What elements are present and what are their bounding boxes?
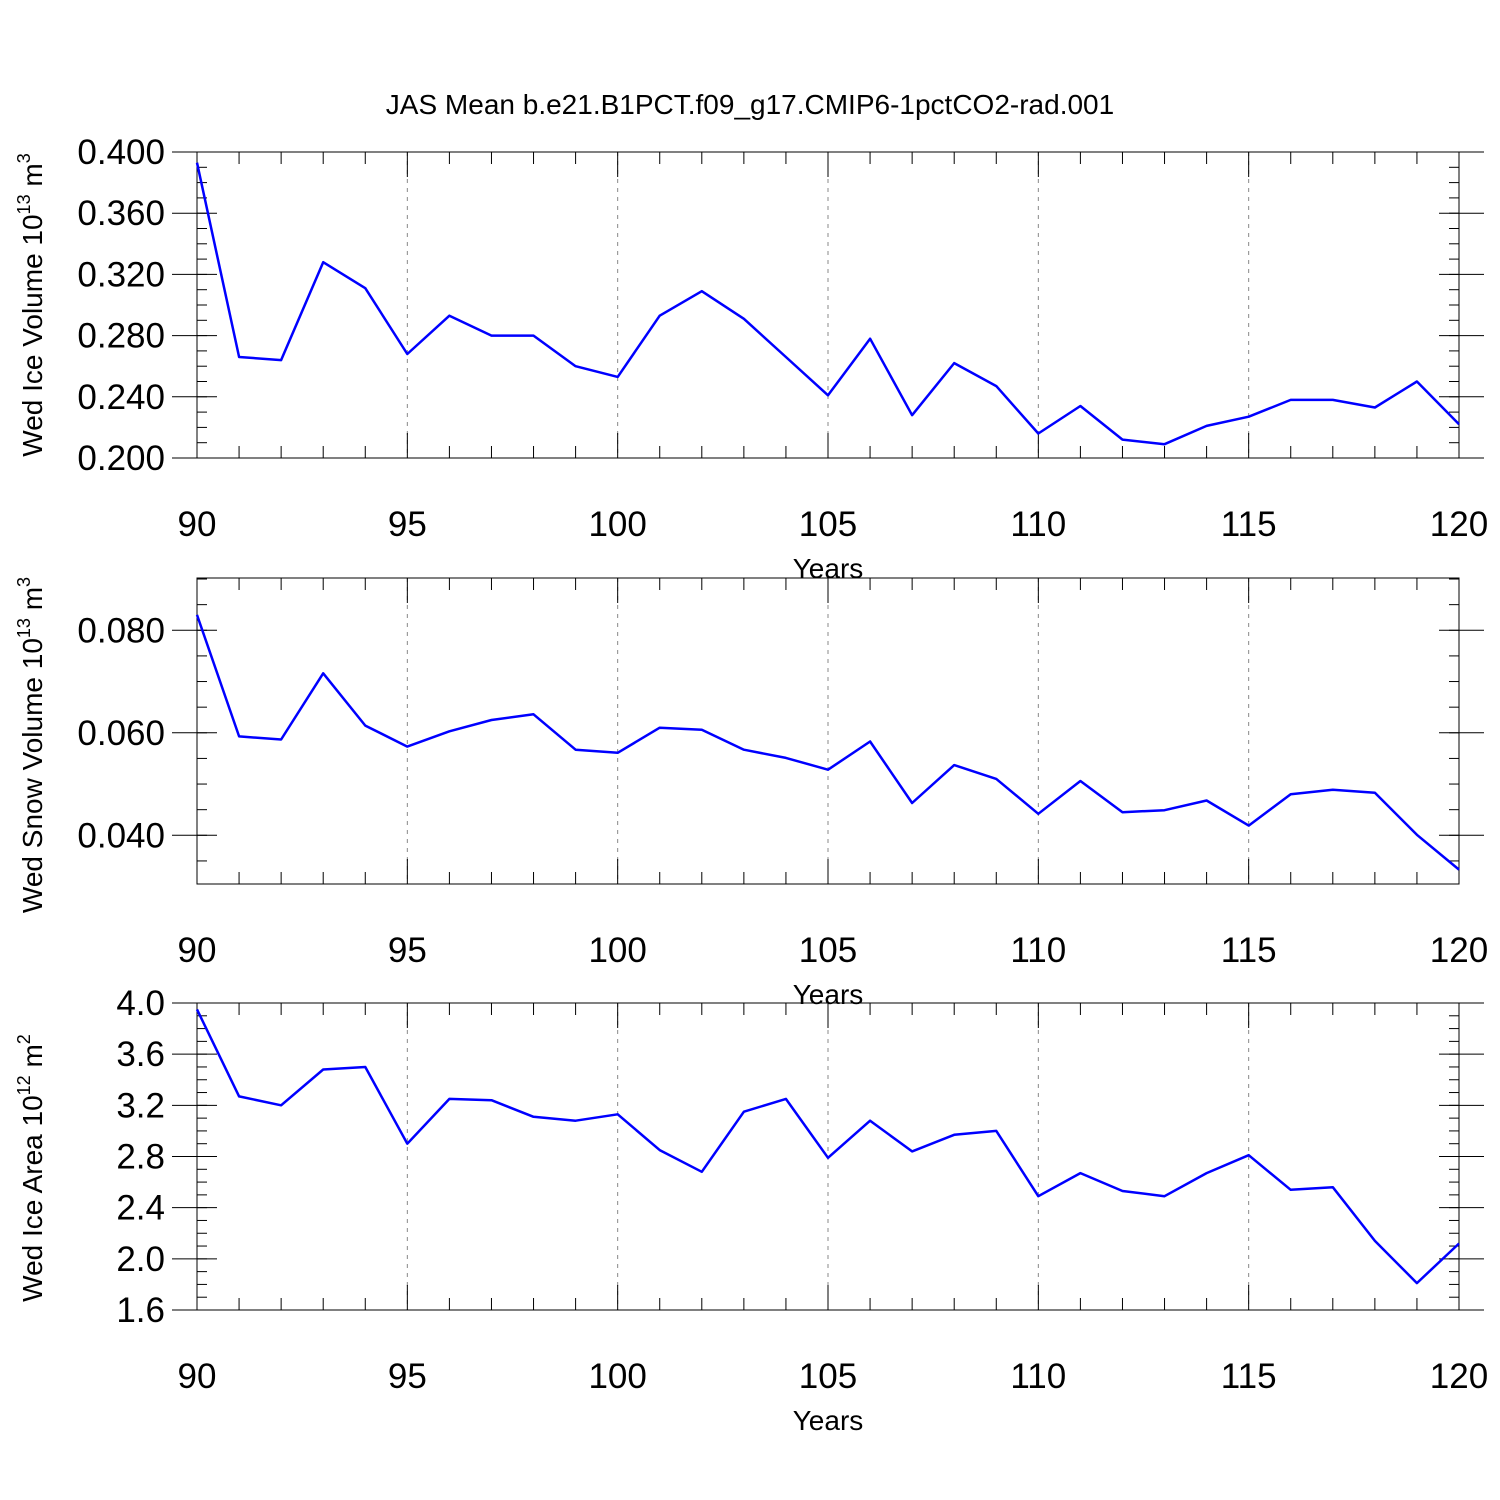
- x-axis-label: Years: [793, 1405, 864, 1436]
- x-tick-label: 105: [799, 931, 857, 970]
- x-tick-label: 90: [178, 505, 217, 544]
- y-tick-label: 0.280: [77, 317, 165, 356]
- x-tick-label: 95: [388, 931, 427, 970]
- x-tick-label: 100: [588, 931, 646, 970]
- x-tick-label: 100: [588, 505, 646, 544]
- series-line: [195, 1008, 1460, 1285]
- y-axis-label: Wed Ice Volume 1013 m3: [14, 153, 48, 456]
- y-tick-label: 0.080: [77, 611, 165, 650]
- chart-title: JAS Mean b.e21.B1PCT.f09_g17.CMIP6-1pctC…: [386, 89, 1114, 120]
- y-tick-label: 0.240: [77, 378, 165, 417]
- x-tick-label: 115: [1221, 1357, 1277, 1396]
- y-tick-label: 0.320: [77, 255, 165, 294]
- series-line: [195, 614, 1460, 871]
- x-tick-label: 100: [588, 1357, 646, 1396]
- y-tick-label: 0.040: [77, 816, 165, 855]
- x-tick-label: 90: [178, 931, 217, 970]
- x-tick-label: 110: [1010, 505, 1066, 544]
- x-tick-label: 105: [799, 1357, 857, 1396]
- x-tick-label: 105: [799, 505, 857, 544]
- x-tick-label: 95: [388, 1357, 427, 1396]
- x-tick-label: 110: [1010, 931, 1066, 970]
- y-tick-label: 2.4: [116, 1189, 165, 1228]
- y-tick-label: 0.200: [77, 439, 165, 478]
- x-tick-label: 115: [1221, 505, 1277, 544]
- y-tick-label: 2.8: [116, 1138, 165, 1177]
- x-tick-label: 90: [178, 1357, 217, 1396]
- y-tick-label: 1.6: [116, 1291, 165, 1330]
- y-tick-label: 0.400: [77, 133, 165, 172]
- y-axis-label: Wed Snow Volume 1013 m3: [14, 577, 48, 913]
- x-tick-label: 120: [1430, 931, 1488, 970]
- y-tick-label: 3.6: [116, 1035, 165, 1074]
- y-axis-label: Wed Ice Area 1012 m2: [14, 1034, 48, 1302]
- panel-3: 1.6 2.0 2.4 2.8 3.2 3.6 4.0 90 95 100 105 110 115 120…: [14, 984, 1488, 1436]
- y-tick-label: 4.0: [116, 984, 165, 1023]
- y-tick-label: 0.060: [77, 714, 165, 753]
- series-line: [195, 162, 1460, 446]
- panels: 0.200 0.240 0.280 0.320 0.360 0.400 90 95 100 105…: [14, 133, 1488, 1436]
- x-tick-label: 95: [388, 505, 427, 544]
- x-tick-label: 120: [1430, 505, 1488, 544]
- y-tick-label: 0.360: [77, 194, 165, 233]
- y-tick-label: 3.2: [116, 1086, 165, 1125]
- y-tick-label: 2.0: [116, 1240, 165, 1279]
- panel-1: 0.200 0.240 0.280 0.320 0.360 0.400 90 95 100 105…: [14, 133, 1488, 584]
- x-tick-label: 120: [1430, 1357, 1488, 1396]
- x-tick-label: 115: [1221, 931, 1277, 970]
- x-tick-label: 110: [1010, 1357, 1066, 1396]
